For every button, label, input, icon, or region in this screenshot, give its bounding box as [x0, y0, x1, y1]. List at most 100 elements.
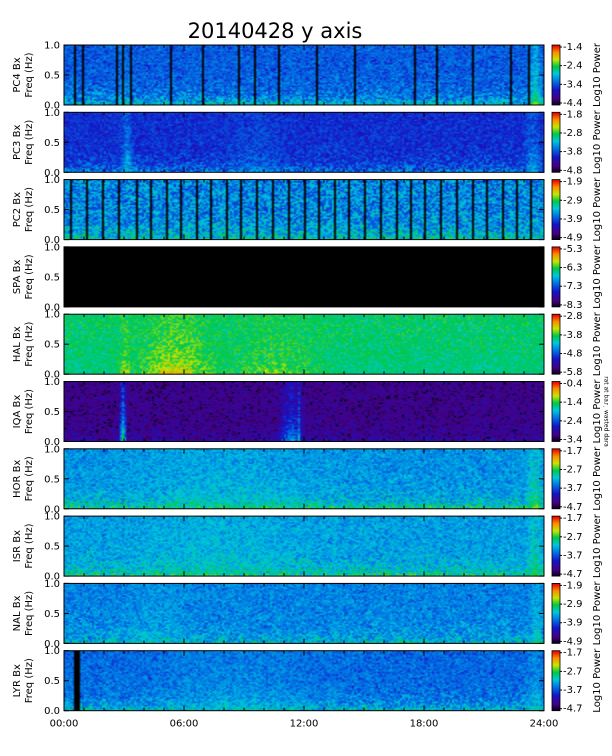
y-tick-label: 1.0: [44, 41, 60, 52]
y-tick-label: 0.5: [44, 474, 60, 485]
y-tick-label: 0.0: [44, 572, 60, 583]
y-tick-label: 0.5: [44, 542, 60, 553]
colorbar: [552, 516, 560, 577]
colorbar-frame: [551, 448, 561, 510]
panel-nal: 0.0 0.5 1.0 NAL Bx Freq (Hz) -1.9 -2.9 -3.9 -4.9…: [12, 579, 603, 650]
spectrogram-pc4: [64, 45, 544, 105]
colorbar-tick-label: -5.3: [563, 244, 583, 255]
spectrogram-lyr: [64, 650, 544, 711]
y-axis-freq-label: Freq (Hz): [24, 322, 35, 367]
colorbar-tick-label: -7.3: [563, 281, 583, 292]
colorbar-frame: [551, 44, 561, 106]
panel-pc2: 0.0 0.5 1.0 PC2 Bx Freq (Hz) -1.9 -2.9 -3.9 -4.9…: [12, 175, 603, 246]
y-tick-label: 1.0: [44, 579, 60, 590]
colorbar-tick-label: -0.4: [563, 379, 583, 390]
colorbar-tick-label: -3.9: [563, 618, 583, 629]
spectrogram-spa: [64, 246, 544, 307]
colorbar-frame: [551, 583, 561, 644]
colorbar: [552, 45, 560, 105]
y-axis-station-label: HOR Bx: [12, 460, 23, 498]
y-axis-freq-label: Freq (Hz): [24, 187, 35, 232]
colorbar-tick-label: -1.9: [563, 177, 583, 188]
colorbar-title: Log10 Power: [592, 311, 603, 376]
panel-hor: 0.0 0.5 1.0 HOR Bx Freq (Hz) -1.7 -2.7 -3.7 -4.7…: [12, 444, 603, 515]
colorbar-tick-label: -1.7: [563, 446, 583, 457]
colorbar-title: Log10 Power: [592, 42, 603, 107]
y-tick-label: 0.0: [44, 639, 60, 650]
spectrogram-iqa: [64, 381, 544, 442]
colorbar-frame: [551, 313, 561, 375]
spectrogram-isr: [64, 516, 544, 577]
colorbar-tick-label: -6.3: [563, 263, 583, 274]
x-tick-label: 18:00: [410, 719, 439, 730]
y-tick-label: 1.0: [44, 242, 60, 253]
panel-spa: 0.0 0.5 1.0 SPA Bx Freq (Hz) -5.3 -6.3 -7.3 -8.3…: [12, 242, 603, 313]
colorbar: [552, 583, 560, 644]
colorbar-frame: [551, 179, 561, 241]
y-tick-label: 0.5: [44, 272, 60, 283]
y-tick-label: 0.5: [44, 407, 60, 418]
colorbar-tick-label: -4.9: [563, 233, 583, 244]
panel-pc3: 0.0 0.5 1.0 PC3 Bx Freq (Hz) -1.8 -2.8 -3.8 -4.8…: [12, 108, 603, 179]
y-axis-station-label: SPA Bx: [12, 260, 23, 295]
y-tick-label: 1.0: [44, 108, 60, 119]
panel-pc4: 0.0 0.5 1.0 PC4 Bx Freq (Hz) -1.4 -2.4 -3.4 -4.4…: [12, 41, 603, 112]
spectrogram-pc3: [64, 112, 544, 173]
y-axis-freq-label: Freq (Hz): [24, 120, 35, 165]
y-tick-label: 1.0: [44, 377, 60, 388]
y-axis-freq-label: Freq (Hz): [24, 658, 35, 703]
y-axis-station-label: PC3 Bx: [12, 125, 23, 160]
colorbar-tick-label: -3.4: [563, 79, 583, 90]
colorbar: [552, 381, 560, 442]
y-axis-station-label: IQA Bx: [12, 395, 23, 429]
colorbar: [552, 650, 560, 711]
y-axis-station-label: ISR Bx: [12, 530, 23, 562]
colorbar-tick-label: -1.4: [563, 42, 583, 53]
colorbar-tick-label: -2.7: [563, 464, 583, 475]
side-note: ɐɹɐp pǝʇsɐʍ ˙ɾɐq ʇɐ ʇɐɹ: [603, 376, 610, 447]
colorbar-tick-label: -4.9: [563, 636, 583, 647]
y-tick-label: 0.5: [44, 205, 60, 216]
panel-lyr: 0.0 0.5 1.0 LYR Bx Freq (Hz) -1.7 -2.7 -3.7 -4.7…: [12, 646, 603, 717]
colorbar-tick-label: -2.8: [563, 128, 583, 139]
colorbar-tick-label: -3.9: [563, 214, 583, 225]
y-axis-station-label: PC4 Bx: [12, 57, 23, 92]
spectrogram-hor: [64, 448, 544, 509]
y-tick-label: 0.5: [44, 340, 60, 351]
colorbar: [552, 448, 560, 509]
y-tick-label: 0.0: [44, 235, 60, 246]
y-tick-label: 1.0: [44, 175, 60, 186]
colorbar-tick-label: -1.4: [563, 397, 583, 408]
y-tick-label: 0.0: [44, 302, 60, 313]
y-axis-freq-label: Freq (Hz): [24, 591, 35, 636]
x-tick-label: 06:00: [170, 719, 199, 730]
spectrogram-hal: [64, 314, 544, 375]
y-tick-label: 0.5: [44, 609, 60, 620]
colorbar-tick-label: -3.8: [563, 330, 583, 341]
figure-title: 20140428 y axis: [188, 19, 363, 43]
colorbar-title: Log10 Power: [592, 581, 603, 646]
y-tick-label: 1.0: [44, 444, 60, 455]
colorbar: [552, 246, 560, 307]
colorbar-frame: [551, 381, 561, 442]
colorbar: [552, 112, 560, 173]
colorbar-tick-label: -3.7: [563, 483, 583, 494]
y-tick-label: 1.0: [44, 646, 60, 657]
y-axis-freq-label: Freq (Hz): [24, 523, 35, 568]
panel-iqa: 0.0 0.5 1.0 IQA Bx Freq (Hz) -0.4 -1.4 -2.4 -3.4…: [12, 376, 610, 448]
colorbar-title: Log10 Power: [592, 244, 603, 309]
panel-hal: 0.0 0.5 1.0 HAL Bx Freq (Hz) -2.8 -3.8 -4.8 -5.8…: [12, 310, 603, 381]
y-axis-freq-label: Freq (Hz): [24, 389, 35, 434]
colorbar-tick-label: -3.4: [563, 435, 583, 446]
colorbar-frame: [551, 515, 561, 577]
colorbar-tick-label: -1.7: [563, 513, 583, 524]
spectrogram-pc2: [64, 179, 544, 240]
x-tick-label: 24:00: [530, 719, 559, 730]
colorbar-title: Log10 Power: [592, 446, 603, 511]
y-tick-label: 0.5: [44, 138, 60, 149]
y-axis-station-label: HAL Bx: [12, 326, 23, 362]
colorbar-tick-label: -2.4: [563, 416, 583, 427]
colorbar-tick-label: -2.4: [563, 61, 583, 72]
